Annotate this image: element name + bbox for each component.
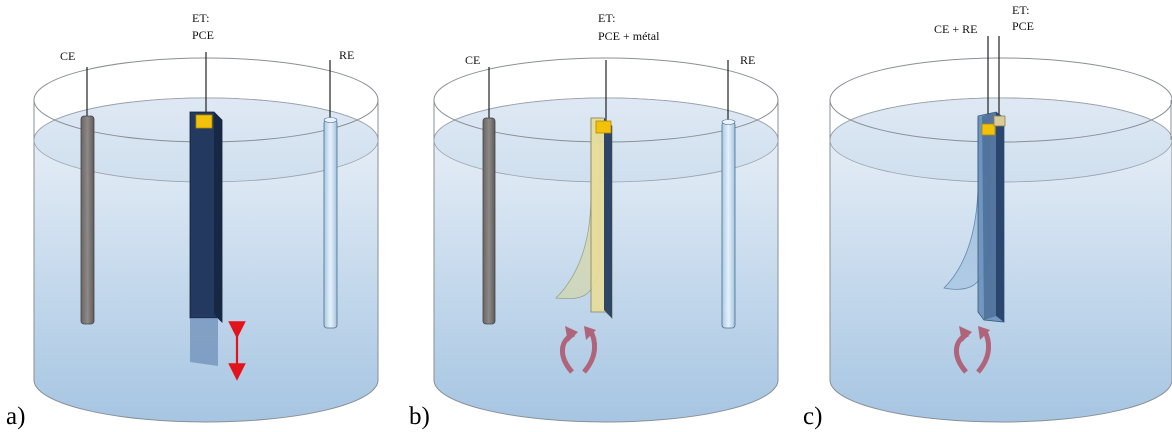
label-et-line1: ET: [598,11,615,25]
panel-letter-c: c) [803,403,822,430]
working-electrode [189,52,223,366]
panel-b: CE ET: PCE + métal RE b) [409,11,779,430]
panel-a: CE ET: PCE RE a) [6,11,379,430]
rotation-arrow [954,326,991,374]
panel-letter-b: b) [409,403,430,430]
immersed-section [190,318,218,366]
contact-clip [595,120,612,134]
panel-c: CE + RE ET: PCE c) [803,3,1172,430]
contact-clip-et [993,115,1006,127]
label-re: RE [339,48,354,62]
label-et-line2: PCE [192,28,214,42]
label-et-line2: PCE + métal [598,29,660,43]
reference-electrode [721,60,736,329]
reference-electrode [323,60,338,329]
label-et-line2: PCE [1012,19,1034,33]
label-re: RE [740,53,755,67]
counter-electrode [482,67,496,325]
counter-electrode [80,67,95,325]
label-et-line1: ET: [1012,3,1029,17]
label-ce-re: CE + RE [934,22,977,36]
contact-clip [195,114,213,129]
panel-letter-a: a) [6,403,25,430]
label-et-line1: ET: [192,11,209,25]
label-ce: CE [465,53,480,67]
rotation-arrow [560,326,597,374]
label-ce: CE [60,49,75,63]
contact-clip-ce-re [981,123,996,136]
working-electrode [555,60,613,319]
stacked-electrodes [943,36,1006,323]
